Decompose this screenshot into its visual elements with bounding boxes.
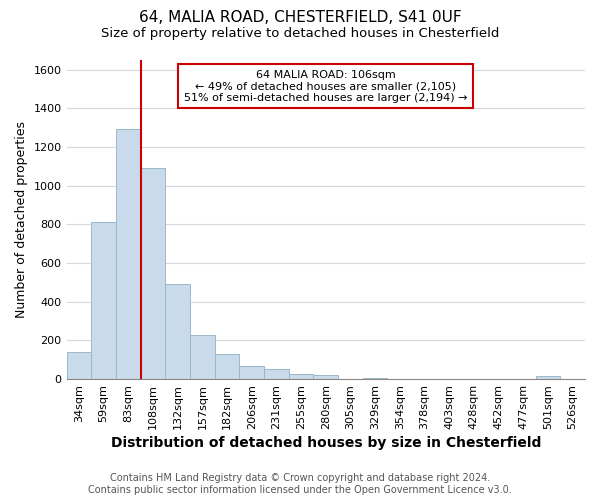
X-axis label: Distribution of detached houses by size in Chesterfield: Distribution of detached houses by size … [110,436,541,450]
Text: Contains HM Land Registry data © Crown copyright and database right 2024.
Contai: Contains HM Land Registry data © Crown c… [88,474,512,495]
Bar [91,222,116,379]
Bar [313,375,338,379]
Bar [215,354,239,379]
Text: Size of property relative to detached houses in Chesterfield: Size of property relative to detached ho… [101,28,499,40]
Text: 64 MALIA ROAD: 106sqm
← 49% of detached houses are smaller (2,105)
51% of semi-d: 64 MALIA ROAD: 106sqm ← 49% of detached … [184,70,467,103]
Y-axis label: Number of detached properties: Number of detached properties [15,121,28,318]
Bar [165,284,190,379]
Bar [264,370,289,379]
Bar [363,378,388,379]
Bar [116,128,140,379]
Bar [536,376,560,379]
Bar [140,168,165,379]
Bar [67,352,91,379]
Bar [239,366,264,379]
Bar [190,334,215,379]
Text: 64, MALIA ROAD, CHESTERFIELD, S41 0UF: 64, MALIA ROAD, CHESTERFIELD, S41 0UF [139,10,461,25]
Bar [289,374,313,379]
